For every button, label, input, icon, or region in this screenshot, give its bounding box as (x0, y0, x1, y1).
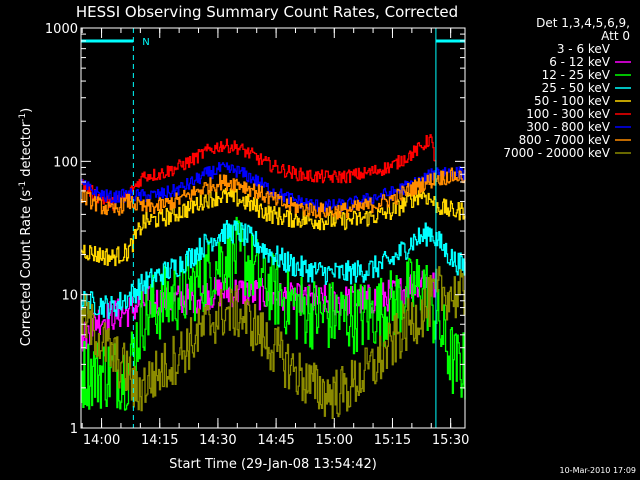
legend-label: 12 - 25 keV (542, 68, 611, 82)
legend-label: 100 - 300 keV (526, 107, 610, 121)
y-axis-label-mid: detector (19, 121, 34, 181)
legend-header-detectors: Det 1,3,4,5,6,9, (536, 16, 630, 30)
y-tick-label: 1000 (45, 22, 78, 37)
timestamp: 10-Mar-2010 17:09 (560, 466, 637, 475)
x-tick-label: 15:00 (316, 433, 353, 448)
series-line (81, 187, 466, 267)
legend-label: 25 - 50 keV (542, 81, 611, 95)
x-axis-label: Start Time (29-Jan-08 13:54:42) (169, 457, 377, 472)
series-line (81, 167, 466, 220)
y-axis-label-sup2: -1 (18, 113, 28, 122)
legend-label: 300 - 800 keV (526, 120, 610, 134)
legend-label: 7000 - 20000 keV (503, 146, 610, 160)
legend-label: 800 - 7000 keV (519, 133, 611, 147)
saa-flag-label: N (142, 37, 149, 48)
legend-label: 3 - 6 keV (557, 42, 611, 56)
y-axis-label-end: ) (19, 108, 34, 113)
y-tick-label: 1 (70, 422, 78, 437)
chart-title: HESSI Observing Summary Count Rates, Cor… (76, 3, 458, 21)
y-axis-label-sup1: -1 (18, 181, 28, 190)
x-tick-label: 14:15 (141, 433, 178, 448)
plot-frame (80, 27, 466, 429)
y-tick-label: 10 (61, 289, 78, 304)
y-tick-label: 100 (53, 155, 78, 170)
legend-label: 50 - 100 keV (534, 94, 611, 108)
x-tick-label: 14:45 (257, 433, 294, 448)
series-line (81, 216, 466, 411)
series-line (81, 220, 466, 320)
series-line (81, 134, 437, 211)
y-axis-label-main: Corrected Count Rate (s (19, 190, 34, 347)
x-tick-label: 15:15 (374, 433, 411, 448)
legend-header-attenuator: Att 0 (601, 29, 630, 43)
axes-layer (80, 27, 466, 429)
tick-labels-layer: 1 10 100 1000 14:00 14:15 14:30 14:45 15:00 15:15… (45, 22, 469, 448)
series-layer (81, 134, 466, 429)
legend-label: 6 - 12 keV (549, 55, 611, 69)
series-line (81, 266, 466, 420)
x-tick-label: 14:30 (199, 433, 236, 448)
x-tick-label: 14:00 (83, 433, 120, 448)
y-axis-label: Corrected Count Rate (s-1 detector-1) (18, 108, 34, 346)
x-tick-label: 15:30 (432, 433, 469, 448)
